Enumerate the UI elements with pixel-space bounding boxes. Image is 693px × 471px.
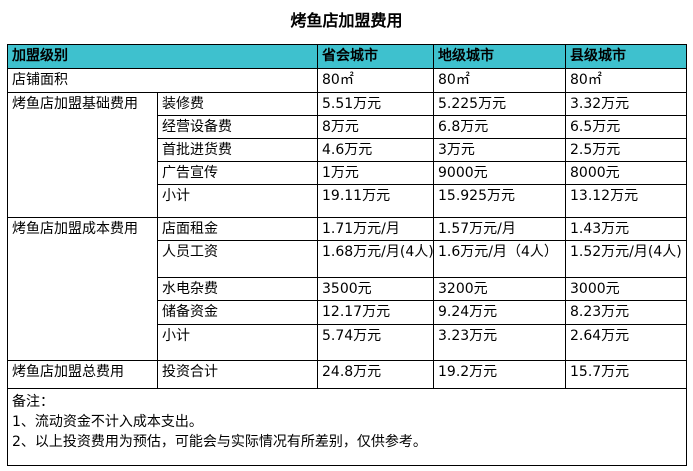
cell-rent-county: 1.43万元: [565, 217, 687, 241]
cell-rent-prefecture: 1.57万元/月: [433, 217, 566, 241]
cell-advertising-county: 8000元: [565, 161, 687, 185]
cell-advertising-province: 1万元: [317, 161, 434, 185]
row-label-rent: 店面租金: [157, 217, 318, 241]
cell-total-province: 24.8万元: [317, 360, 434, 389]
franchise-fee-table: 加盟级别 省会城市 地级城市 县级城市 店铺面积 80㎡ 80㎡ 80㎡ 烤鱼店…: [7, 44, 687, 466]
table-row-decoration: 烤鱼店加盟基础费用 装修费 5.51万元 5.225万元 3.32万元: [7, 92, 687, 218]
cell-wages-county: 1.52万元/月(4人): [565, 240, 687, 278]
cell-rent-province: 1.71万元/月: [317, 217, 434, 241]
cell-equipment-prefecture: 6.8万元: [433, 115, 566, 139]
notes-cell: 备注： 1、流动资金不计入成本支出。 2、以上投资费用为预估，可能会与实际情况有…: [7, 388, 687, 466]
header-cell-province-city: 省会城市: [317, 44, 434, 69]
section-label-basic-fees: 烤鱼店加盟基础费用: [7, 92, 158, 218]
cell-total-county: 15.7万元: [565, 360, 687, 389]
header-cell-level: 加盟级别: [7, 44, 318, 69]
cell-first-stock-province: 4.6万元: [317, 138, 434, 162]
notes-line-1: 1、流动资金不计入成本支出。: [12, 414, 203, 430]
table-row-equipment: 经营设备费 8万元 6.8万元 6.5万元: [8, 115, 687, 139]
section-label-total-fees: 烤鱼店加盟总费用: [7, 360, 158, 389]
header-cell-county-city: 县级城市: [565, 44, 687, 69]
table-row-rent: 烤鱼店加盟成本费用 店面租金 1.71万元/月 1.57万元/月 1.43万元: [7, 217, 687, 361]
row-label-basic-subtotal: 小计: [157, 184, 318, 218]
row-label-advertising: 广告宣传: [157, 161, 318, 185]
cell-cost-subtotal-province: 5.74万元: [317, 324, 434, 361]
page-title: 烤鱼店加盟费用: [290, 11, 403, 30]
row-label-wages: 人员工资: [157, 240, 318, 278]
cell-decoration-prefecture: 5.225万元: [433, 92, 566, 116]
row-label-total-investment: 投资合计: [157, 360, 318, 389]
row-label-equipment: 经营设备费: [157, 115, 318, 139]
cell-total-prefecture: 19.2万元: [433, 360, 566, 389]
row-label-cost-subtotal: 小计: [157, 324, 318, 361]
table-row-reserve-fund: 储备资金 12.17万元 9.24万元 8.23万元: [8, 300, 687, 325]
cell-first-stock-prefecture: 3万元: [433, 138, 566, 162]
row-label-reserve-fund: 储备资金: [157, 300, 318, 325]
cell-utilities-province: 3500元: [317, 277, 434, 301]
row-label-decoration: 装修费: [157, 92, 318, 116]
section-label-cost-fees: 烤鱼店加盟成本费用: [7, 217, 158, 361]
table-row-wages: 人员工资 1.68万元/月(4人) 1.6万元/月（4人） 1.52万元/月(4…: [8, 240, 687, 278]
table-row-advertising: 广告宣传 1万元 9000元 8000元: [8, 161, 687, 185]
cell-utilities-county: 3000元: [565, 277, 687, 301]
cell-utilities-prefecture: 3200元: [433, 277, 566, 301]
row-label-utilities: 水电杂费: [157, 277, 318, 301]
table-row-cost-subtotal: 小计 5.74万元 3.23万元 2.64万元: [8, 324, 687, 361]
cell-decoration-province: 5.51万元: [317, 92, 434, 116]
row-label-shop-area: 店铺面积: [7, 68, 318, 93]
notes-heading: 备注：: [12, 394, 54, 410]
table-row-notes: 备注： 1、流动资金不计入成本支出。 2、以上投资费用为预估，可能会与实际情况有…: [7, 388, 687, 466]
cell-basic-subtotal-prefecture: 15.925万元: [433, 184, 566, 218]
table-row-first-stock: 首批进货费 4.6万元 3万元 2.5万元: [8, 138, 687, 162]
table-row-basic-subtotal: 小计 19.11万元 15.925万元 13.12万元: [8, 184, 687, 218]
cell-cost-subtotal-county: 2.64万元: [565, 324, 687, 361]
cell-area-prefecture: 80㎡: [433, 68, 566, 93]
cell-decoration-county: 3.32万元: [565, 92, 687, 116]
cell-area-province: 80㎡: [317, 68, 434, 93]
cell-basic-subtotal-county: 13.12万元: [565, 184, 687, 218]
cell-advertising-prefecture: 9000元: [433, 161, 566, 185]
row-label-first-stock: 首批进货费: [157, 138, 318, 162]
cell-basic-subtotal-province: 19.11万元: [317, 184, 434, 218]
cell-wages-province: 1.68万元/月(4人): [317, 240, 434, 278]
table-row-total-investment: 烤鱼店加盟总费用 投资合计 24.8万元 19.2万元 15.7万元: [7, 360, 687, 389]
cell-equipment-province: 8万元: [317, 115, 434, 139]
cell-reserve-county: 8.23万元: [565, 300, 687, 325]
table-header-row: 加盟级别 省会城市 地级城市 县级城市: [7, 44, 687, 69]
table-row-shop-area: 店铺面积 80㎡ 80㎡ 80㎡: [7, 68, 687, 93]
notes-line-2: 2、以上投资费用为预估，可能会与实际情况有所差别，仅供参考。: [12, 434, 427, 450]
cell-wages-prefecture: 1.6万元/月（4人）: [433, 240, 566, 278]
header-cell-prefecture-city: 地级城市: [433, 44, 566, 69]
cell-area-county: 80㎡: [565, 68, 687, 93]
table-row-utilities: 水电杂费 3500元 3200元 3000元: [8, 277, 687, 301]
cell-equipment-county: 6.5万元: [565, 115, 687, 139]
cell-reserve-province: 12.17万元: [317, 300, 434, 325]
cell-cost-subtotal-prefecture: 3.23万元: [433, 324, 566, 361]
cell-reserve-prefecture: 9.24万元: [433, 300, 566, 325]
cell-first-stock-county: 2.5万元: [565, 138, 687, 162]
